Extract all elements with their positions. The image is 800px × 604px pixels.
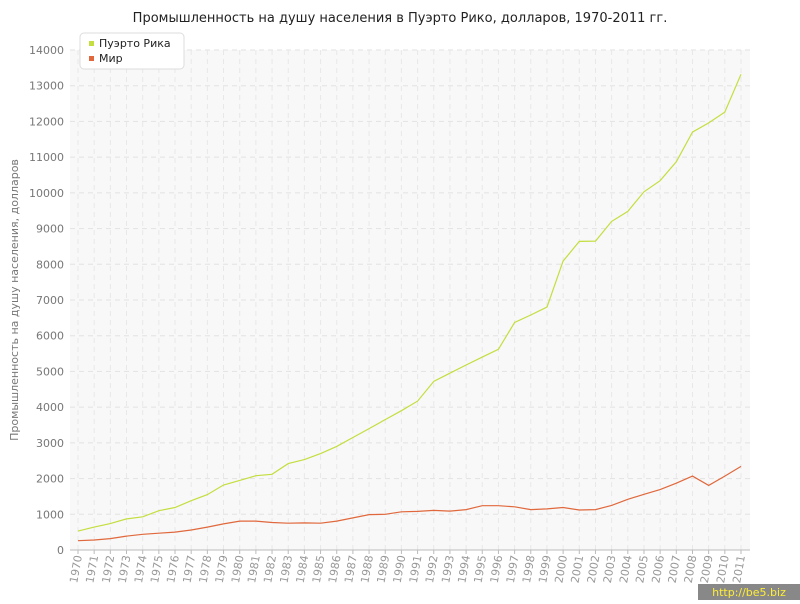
x-tick-label: 1975 — [148, 554, 166, 584]
y-tick-label: 3000 — [36, 437, 64, 450]
x-tick-label: 1970 — [67, 554, 85, 584]
x-tick-label: 2001 — [569, 554, 587, 584]
x-tick-label: 1989 — [375, 554, 393, 584]
y-tick-label: 0 — [57, 544, 64, 557]
y-tick-label: 10000 — [29, 187, 64, 200]
x-tick-label: 1984 — [294, 554, 312, 584]
x-tick-label: 1981 — [245, 554, 263, 584]
x-tick-label: 2004 — [617, 554, 635, 584]
x-tick-label: 1977 — [180, 554, 198, 584]
x-tick-label: 1985 — [310, 554, 328, 584]
x-tick-label: 1995 — [472, 554, 490, 584]
x-tick-label: 1971 — [83, 554, 101, 584]
x-tick-label: 1993 — [439, 554, 457, 584]
x-tick-label: 1972 — [100, 554, 118, 584]
line-series — [77, 74, 742, 532]
x-tick-label: 1973 — [116, 554, 134, 584]
y-tick-label: 7000 — [36, 294, 64, 307]
x-tick-label: 2007 — [666, 554, 684, 584]
plot-area — [70, 50, 750, 550]
x-tick-label: 2008 — [682, 554, 700, 584]
x-tick-label: 1980 — [229, 554, 247, 584]
x-tick-label: 1974 — [132, 554, 150, 584]
x-tick-label: 2000 — [552, 554, 570, 584]
y-tick-label: 2000 — [36, 473, 64, 486]
y-tick-label: 1000 — [36, 508, 64, 521]
chart-title: Промышленность на душу населения в Пуэрт… — [133, 11, 668, 26]
y-tick-label: 4000 — [36, 401, 64, 414]
y-tick-label: 12000 — [29, 115, 64, 128]
x-tick-label: 1990 — [391, 554, 409, 584]
x-tick-label: 2010 — [714, 554, 732, 584]
legend-label: Пуэрто Рика — [99, 37, 171, 50]
x-tick-label: 1979 — [213, 554, 231, 584]
x-tick-label: 1996 — [488, 554, 506, 584]
x-tick-label: 1991 — [407, 554, 425, 584]
x-tick-label: 2011 — [730, 554, 748, 584]
y-tick-label: 13000 — [29, 80, 64, 93]
x-tick-label: 1978 — [197, 554, 215, 584]
watermark: http://be5.biz — [712, 586, 786, 599]
x-tick-label: 2003 — [601, 554, 619, 584]
x-tick-label: 2009 — [698, 554, 716, 584]
x-tick-label: 1987 — [342, 554, 360, 584]
y-tick-label: 5000 — [36, 365, 64, 378]
x-tick-label: 1988 — [358, 554, 376, 584]
x-tick-label: 1983 — [278, 554, 296, 584]
y-tick-label: 14000 — [29, 44, 64, 57]
x-tick-label: 1986 — [326, 554, 344, 584]
x-tick-label: 1997 — [504, 554, 522, 584]
legend-box — [79, 32, 185, 70]
y-tick-label: 6000 — [36, 330, 64, 343]
line-series — [77, 465, 742, 542]
legend-label: Мир — [99, 52, 123, 65]
x-tick-label: 1999 — [536, 554, 554, 584]
x-tick-label: 1994 — [455, 554, 473, 584]
y-tick-label: 8000 — [36, 258, 64, 271]
x-tick-label: 2006 — [649, 554, 667, 584]
x-tick-label: 1982 — [261, 554, 279, 584]
x-tick-label: 2002 — [585, 554, 603, 584]
y-tick-label: 9000 — [36, 223, 64, 236]
y-axis-label: Промышленность на душу населения, доллар… — [8, 159, 21, 441]
watermark-bg — [698, 584, 800, 600]
x-tick-label: 1992 — [423, 554, 441, 584]
x-tick-label: 1976 — [164, 554, 182, 584]
legend-swatch — [89, 56, 94, 61]
x-tick-label: 2005 — [633, 554, 651, 584]
x-tick-label: 1998 — [520, 554, 538, 584]
legend-swatch — [89, 41, 94, 46]
y-tick-label: 11000 — [29, 151, 64, 164]
